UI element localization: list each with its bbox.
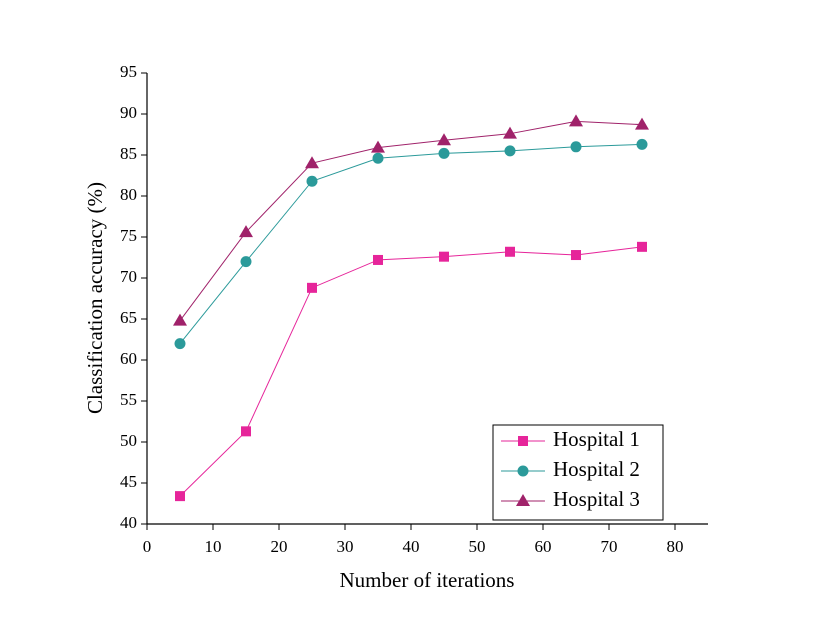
x-tick-label: 80 <box>667 537 684 556</box>
x-tick-label: 60 <box>535 537 552 556</box>
y-tick-label: 70 <box>120 267 137 286</box>
y-tick-label: 55 <box>120 390 137 409</box>
x-tick-label: 40 <box>403 537 420 556</box>
y-tick-label: 65 <box>120 308 137 327</box>
x-tick-label: 0 <box>143 537 152 556</box>
marker <box>371 140 385 153</box>
marker <box>175 491 185 502</box>
marker <box>373 254 383 265</box>
x-tick-label: 20 <box>271 537 288 556</box>
legend-label: Hospital 1 <box>553 427 640 451</box>
marker <box>636 138 648 150</box>
marker <box>505 246 515 257</box>
marker <box>517 465 529 477</box>
marker <box>637 241 647 252</box>
y-tick-label: 85 <box>120 144 137 163</box>
y-tick-label: 45 <box>120 472 137 491</box>
legend-label: Hospital 2 <box>553 457 640 481</box>
marker <box>438 147 450 159</box>
marker <box>516 494 530 506</box>
marker <box>439 251 449 262</box>
marker <box>635 117 649 130</box>
marker <box>569 114 583 127</box>
y-tick-label: 95 <box>120 62 137 81</box>
marker <box>504 145 516 157</box>
marker <box>437 133 451 146</box>
line <box>179 143 643 344</box>
marker <box>518 436 528 446</box>
marker <box>571 250 581 261</box>
line <box>179 246 643 497</box>
legend-label: Hospital 3 <box>553 487 640 511</box>
line <box>179 120 643 321</box>
x-tick-label: 30 <box>337 537 354 556</box>
y-tick-label: 50 <box>120 431 137 450</box>
marker <box>174 338 186 350</box>
marker <box>306 175 318 187</box>
marker <box>503 126 517 139</box>
y-tick-label: 60 <box>120 349 137 368</box>
marker <box>239 225 253 238</box>
marker <box>173 313 187 326</box>
y-tick-label: 90 <box>120 103 137 122</box>
x-axis-label: Number of iterations <box>340 568 515 592</box>
x-tick-label: 70 <box>601 537 618 556</box>
x-tick-label: 10 <box>205 537 222 556</box>
x-tick-label: 50 <box>469 537 486 556</box>
y-axis-label: Classification accuracy (%) <box>83 182 107 414</box>
marker <box>305 156 319 169</box>
marker <box>570 141 582 153</box>
y-tick-label: 40 <box>120 513 137 532</box>
marker <box>241 426 251 437</box>
y-tick-label: 75 <box>120 226 137 245</box>
marker <box>372 152 384 164</box>
y-tick-label: 80 <box>120 185 137 204</box>
marker <box>307 282 317 293</box>
marker <box>240 256 252 268</box>
